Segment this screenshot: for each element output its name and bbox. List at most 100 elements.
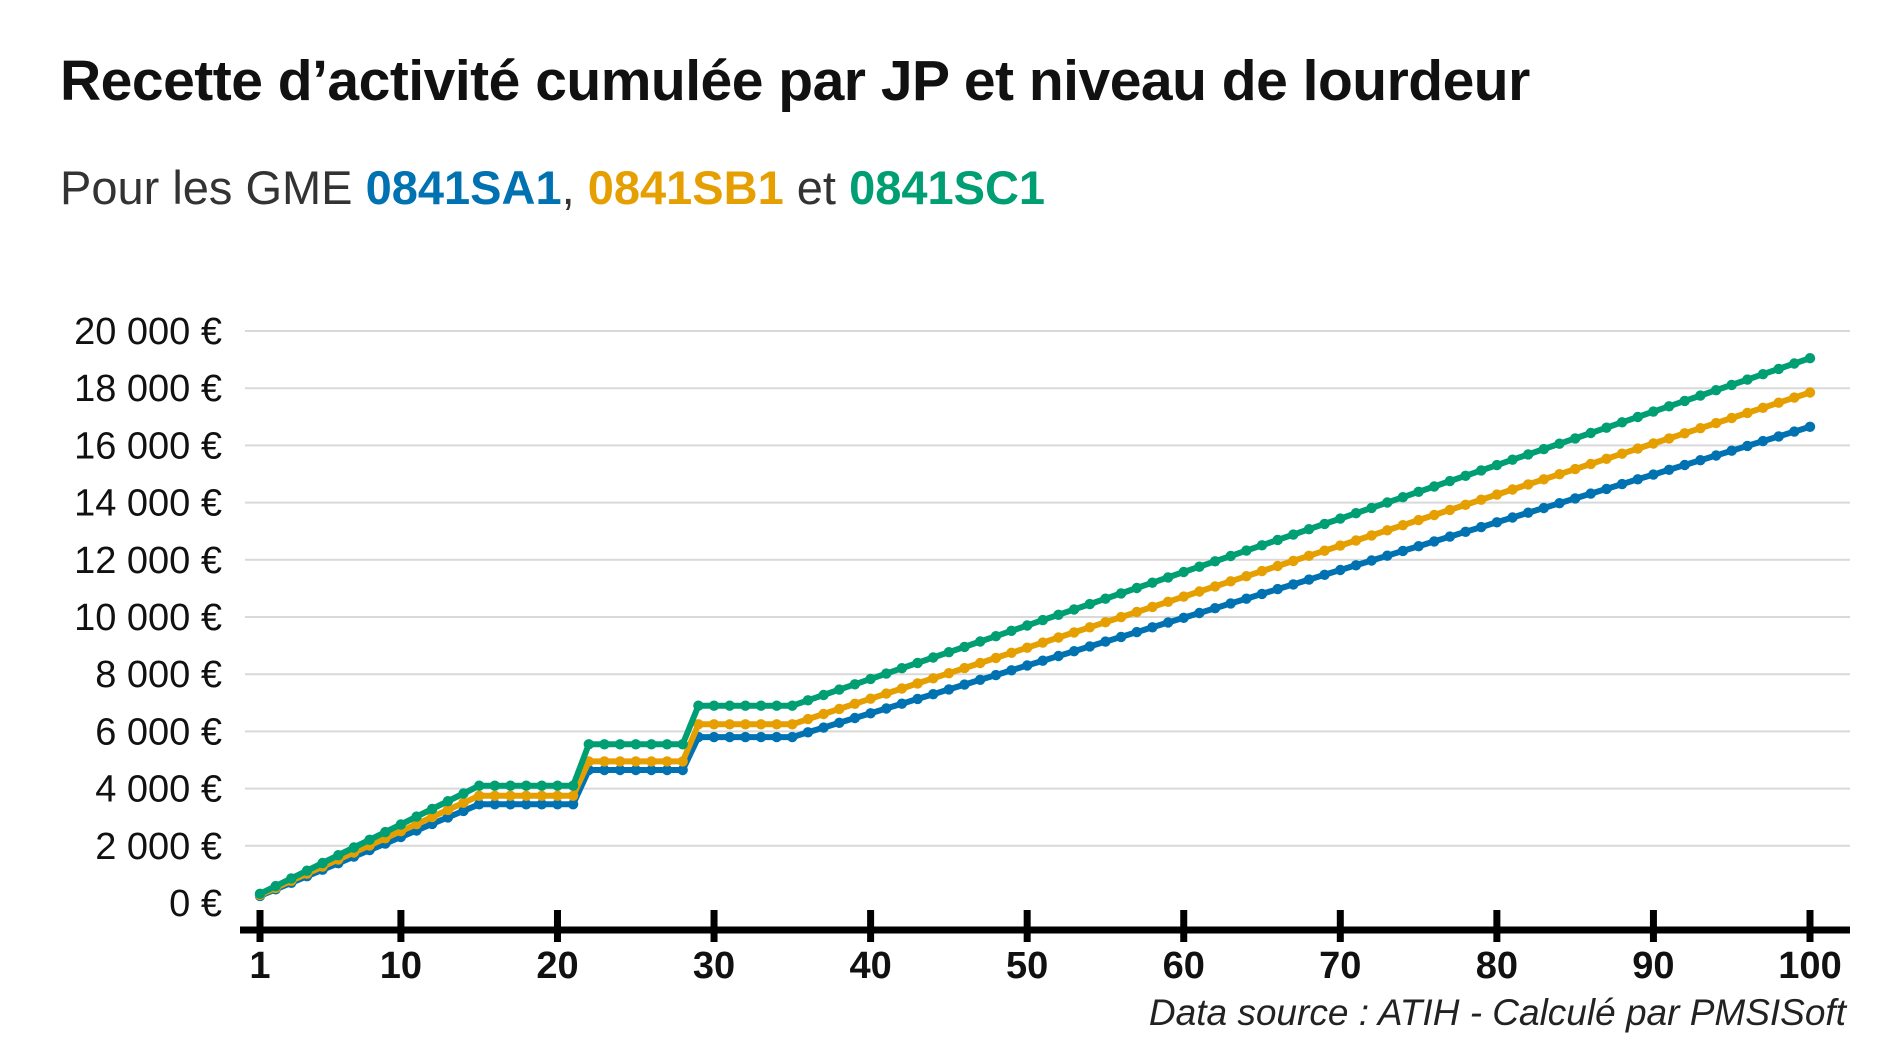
point-0841SC1-79: [1476, 465, 1487, 476]
point-0841SC1-88: [1616, 417, 1628, 428]
point-0841SB1-18: [521, 790, 532, 801]
point-0841SB1-95: [1726, 412, 1737, 424]
point-0841SC1-40: [865, 673, 876, 685]
point-0841SA1-75: [1413, 541, 1424, 552]
point-0841SA1-51: [1037, 655, 1049, 666]
point-0841SC1-12: [427, 803, 438, 815]
point-0841SB1-98: [1773, 397, 1784, 408]
point-0841SC1-81: [1507, 454, 1518, 465]
point-0841SA1-67: [1288, 579, 1299, 590]
point-0841SC1-14: [458, 788, 469, 799]
point-0841SA1-19: [536, 799, 547, 810]
point-0841SC1-57: [1131, 582, 1143, 594]
point-0841SC1-56: [1115, 588, 1127, 599]
point-0841SB1-49: [1006, 647, 1017, 658]
point-0841SB1-44: [928, 673, 939, 684]
y-tick-label-20000: 20 000 €: [74, 311, 222, 353]
point-0841SB1-19: [536, 790, 547, 801]
point-0841SC1-5: [317, 857, 328, 869]
point-0841SB1-68: [1303, 550, 1315, 561]
point-0841SB1-50: [1021, 642, 1033, 653]
x-tick-label-10: 10: [380, 945, 422, 987]
point-0841SC1-2: [270, 880, 281, 892]
point-0841SB1-79: [1476, 494, 1487, 505]
series-line-0841SA1: [258, 423, 1811, 899]
point-0841SC1-80: [1491, 459, 1503, 471]
series-line-0841SC1: [258, 355, 1811, 897]
point-0841SB1-100: [1804, 387, 1816, 398]
point-0841SB1-72: [1366, 530, 1377, 541]
point-0841SB1-45: [943, 668, 955, 679]
point-0841SB1-90: [1648, 438, 1659, 449]
series-line-0841SB1: [258, 389, 1811, 898]
point-0841SB1-12: [427, 811, 438, 823]
point-0841SB1-84: [1554, 469, 1565, 480]
point-0841SB1-82: [1523, 479, 1534, 490]
point-0841SC1-86: [1585, 427, 1597, 439]
y-tick-label-2000: 2 000 €: [95, 826, 222, 868]
point-0841SB1-46: [959, 662, 970, 674]
x-tick-label-20: 20: [536, 945, 578, 987]
point-0841SB1-40: [865, 693, 876, 704]
point-0841SA1-65: [1256, 588, 1268, 600]
point-0841SA1-24: [614, 764, 626, 776]
point-0841SB1-33: [755, 719, 767, 730]
point-0841SA1-40: [865, 708, 876, 719]
point-0841SA1-95: [1726, 445, 1737, 456]
point-0841SC1-90: [1648, 406, 1659, 417]
point-0841SB1-41: [881, 688, 892, 699]
point-0841SB1-51: [1037, 637, 1049, 648]
point-0841SB1-39: [849, 698, 861, 709]
point-0841SC1-21: [567, 780, 579, 791]
series-group: [254, 353, 1816, 902]
y-tick-label-12000: 12 000 €: [74, 540, 222, 582]
point-0841SC1-11: [411, 811, 422, 822]
point-0841SA1-32: [740, 731, 751, 743]
point-0841SA1-16: [489, 799, 500, 810]
point-0841SC1-62: [1209, 556, 1221, 567]
point-0841SA1-97: [1757, 435, 1769, 447]
point-0841SA1-74: [1397, 545, 1409, 557]
point-0841SA1-53: [1068, 646, 1080, 657]
point-0841SC1-58: [1147, 577, 1158, 588]
point-0841SB1-67: [1288, 555, 1299, 567]
point-0841SC1-68: [1303, 524, 1315, 535]
point-0841SB1-78: [1460, 499, 1471, 510]
point-0841SA1-55: [1100, 636, 1111, 647]
point-0841SB1-28: [677, 756, 688, 767]
point-0841SB1-26: [646, 756, 657, 767]
point-0841SC1-31: [724, 700, 735, 711]
point-0841SB1-62: [1209, 581, 1221, 592]
point-0841SA1-85: [1570, 493, 1581, 504]
point-0841SC1-63: [1225, 550, 1236, 562]
point-0841SA1-26: [646, 764, 657, 776]
point-0841SC1-82: [1523, 449, 1534, 460]
point-0841SC1-29: [693, 700, 704, 711]
x-tick-label-90: 90: [1632, 945, 1674, 987]
point-0841SA1-21: [567, 799, 579, 810]
point-0841SB1-75: [1413, 514, 1424, 526]
point-0841SC1-24: [614, 739, 626, 750]
point-0841SC1-94: [1710, 385, 1722, 396]
x-tick-label-50: 50: [1006, 945, 1048, 987]
point-0841SB1-35: [787, 719, 798, 730]
point-0841SB1-37: [818, 708, 829, 720]
point-0841SB1-92: [1679, 428, 1690, 439]
point-0841SA1-42: [896, 698, 908, 709]
point-0841SB1-48: [990, 652, 1002, 664]
point-0841SC1-30: [708, 700, 720, 711]
point-0841SC1-1: [254, 888, 266, 899]
point-0841SC1-69: [1319, 518, 1330, 530]
point-0841SA1-20: [552, 799, 563, 810]
point-0841SA1-68: [1303, 574, 1315, 585]
point-0841SA1-46: [959, 679, 970, 690]
point-0841SA1-66: [1272, 583, 1283, 595]
point-0841SA1-58: [1147, 622, 1158, 633]
point-0841SB1-30: [708, 719, 720, 730]
point-0841SA1-60: [1178, 612, 1189, 623]
point-0841SC1-67: [1288, 529, 1299, 540]
point-0841SA1-80: [1491, 517, 1503, 528]
y-tick-label-4000: 4 000 €: [95, 769, 222, 811]
point-0841SA1-37: [818, 722, 829, 733]
point-0841SA1-79: [1476, 521, 1487, 533]
